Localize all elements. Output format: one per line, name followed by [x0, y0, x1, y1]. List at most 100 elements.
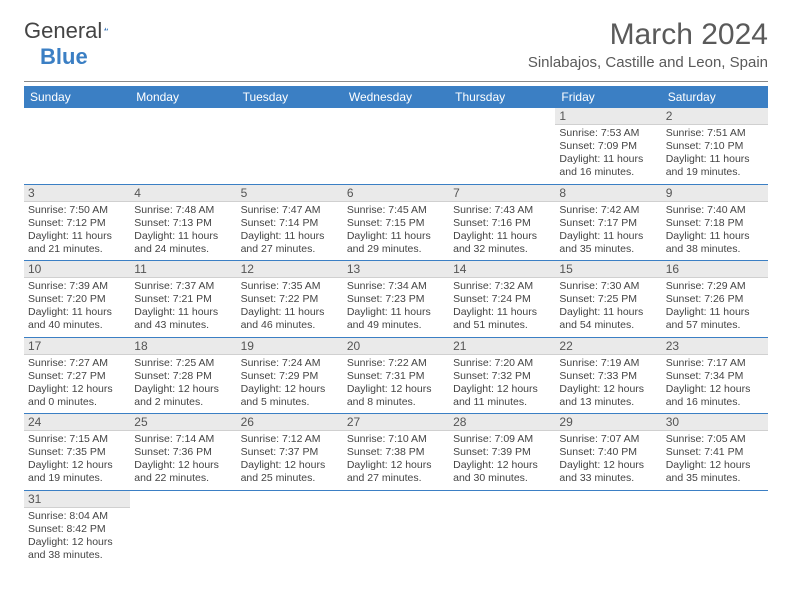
daylight-text: Daylight: 12 hours	[28, 383, 126, 396]
day-number: 13	[343, 261, 449, 278]
sunset-text: Sunset: 7:33 PM	[559, 370, 657, 383]
calendar-day-cell: 27Sunrise: 7:10 AMSunset: 7:38 PMDayligh…	[343, 414, 449, 491]
sunrise-text: Sunrise: 7:37 AM	[134, 280, 232, 293]
calendar-week-row: 10Sunrise: 7:39 AMSunset: 7:20 PMDayligh…	[24, 261, 768, 338]
day-details: Sunrise: 7:53 AMSunset: 7:09 PMDaylight:…	[555, 125, 661, 184]
day-details: Sunrise: 7:05 AMSunset: 7:41 PMDaylight:…	[662, 431, 768, 490]
calendar-week-row: 3Sunrise: 7:50 AMSunset: 7:12 PMDaylight…	[24, 184, 768, 261]
sunset-text: Sunset: 7:41 PM	[666, 446, 764, 459]
day-number: 22	[555, 338, 661, 355]
day-number: 8	[555, 185, 661, 202]
calendar-day-cell: 15Sunrise: 7:30 AMSunset: 7:25 PMDayligh…	[555, 261, 661, 338]
daylight-text: Daylight: 11 hours	[666, 306, 764, 319]
calendar-table: SundayMondayTuesdayWednesdayThursdayFrid…	[24, 86, 768, 566]
sunrise-text: Sunrise: 7:32 AM	[453, 280, 551, 293]
day-number: 31	[24, 491, 130, 508]
daylight-text: Daylight: 11 hours	[559, 230, 657, 243]
day-number: 10	[24, 261, 130, 278]
daylight-text: Daylight: 12 hours	[347, 383, 445, 396]
sunrise-text: Sunrise: 7:07 AM	[559, 433, 657, 446]
sunrise-text: Sunrise: 7:10 AM	[347, 433, 445, 446]
calendar-day-cell: 11Sunrise: 7:37 AMSunset: 7:21 PMDayligh…	[130, 261, 236, 338]
daylight-text: Daylight: 11 hours	[134, 306, 232, 319]
calendar-day-cell: 22Sunrise: 7:19 AMSunset: 7:33 PMDayligh…	[555, 337, 661, 414]
day-number: 25	[130, 414, 236, 431]
calendar-day-cell: 26Sunrise: 7:12 AMSunset: 7:37 PMDayligh…	[237, 414, 343, 491]
calendar-day-cell: 12Sunrise: 7:35 AMSunset: 7:22 PMDayligh…	[237, 261, 343, 338]
daylight-text: Daylight: 12 hours	[559, 383, 657, 396]
calendar-day-cell: 21Sunrise: 7:20 AMSunset: 7:32 PMDayligh…	[449, 337, 555, 414]
sunset-text: Sunset: 7:25 PM	[559, 293, 657, 306]
day-number: 14	[449, 261, 555, 278]
sunrise-text: Sunrise: 7:12 AM	[241, 433, 339, 446]
sunset-text: Sunset: 7:14 PM	[241, 217, 339, 230]
day-details: Sunrise: 7:19 AMSunset: 7:33 PMDaylight:…	[555, 355, 661, 414]
daylight-text: and 27 minutes.	[347, 472, 445, 485]
sunset-text: Sunset: 7:23 PM	[347, 293, 445, 306]
daylight-text: Daylight: 11 hours	[666, 230, 764, 243]
calendar-empty-cell	[130, 108, 236, 184]
day-details: Sunrise: 7:32 AMSunset: 7:24 PMDaylight:…	[449, 278, 555, 337]
daylight-text: and 19 minutes.	[28, 472, 126, 485]
day-details: Sunrise: 7:20 AMSunset: 7:32 PMDaylight:…	[449, 355, 555, 414]
daylight-text: Daylight: 11 hours	[453, 306, 551, 319]
header: General March 2024 Sinlabajos, Castille …	[0, 0, 792, 75]
sunrise-text: Sunrise: 7:47 AM	[241, 204, 339, 217]
daylight-text: and 32 minutes.	[453, 243, 551, 256]
daylight-text: and 51 minutes.	[453, 319, 551, 332]
day-details: Sunrise: 7:40 AMSunset: 7:18 PMDaylight:…	[662, 202, 768, 261]
sunrise-text: Sunrise: 7:53 AM	[559, 127, 657, 140]
daylight-text: and 13 minutes.	[559, 396, 657, 409]
day-number: 20	[343, 338, 449, 355]
calendar-day-cell: 16Sunrise: 7:29 AMSunset: 7:26 PMDayligh…	[662, 261, 768, 338]
calendar-day-cell: 28Sunrise: 7:09 AMSunset: 7:39 PMDayligh…	[449, 414, 555, 491]
daylight-text: Daylight: 11 hours	[241, 306, 339, 319]
day-details: Sunrise: 7:30 AMSunset: 7:25 PMDaylight:…	[555, 278, 661, 337]
daylight-text: and 5 minutes.	[241, 396, 339, 409]
daylight-text: Daylight: 12 hours	[241, 383, 339, 396]
sunset-text: Sunset: 7:10 PM	[666, 140, 764, 153]
sunrise-text: Sunrise: 7:48 AM	[134, 204, 232, 217]
weekday-header: Monday	[130, 86, 236, 108]
daylight-text: and 38 minutes.	[666, 243, 764, 256]
sunrise-text: Sunrise: 7:19 AM	[559, 357, 657, 370]
calendar-empty-cell	[237, 490, 343, 566]
sunset-text: Sunset: 7:09 PM	[559, 140, 657, 153]
day-details: Sunrise: 7:07 AMSunset: 7:40 PMDaylight:…	[555, 431, 661, 490]
daylight-text: Daylight: 12 hours	[347, 459, 445, 472]
sunrise-text: Sunrise: 7:30 AM	[559, 280, 657, 293]
month-title: March 2024	[528, 18, 768, 52]
calendar-empty-cell	[449, 490, 555, 566]
daylight-text: and 21 minutes.	[28, 243, 126, 256]
calendar-empty-cell	[449, 108, 555, 184]
daylight-text: Daylight: 11 hours	[453, 230, 551, 243]
day-details: Sunrise: 7:17 AMSunset: 7:34 PMDaylight:…	[662, 355, 768, 414]
sunset-text: Sunset: 7:36 PM	[134, 446, 232, 459]
calendar-day-cell: 25Sunrise: 7:14 AMSunset: 7:36 PMDayligh…	[130, 414, 236, 491]
sunset-text: Sunset: 7:37 PM	[241, 446, 339, 459]
calendar-empty-cell	[343, 490, 449, 566]
day-details: Sunrise: 7:50 AMSunset: 7:12 PMDaylight:…	[24, 202, 130, 261]
sunset-text: Sunset: 8:42 PM	[28, 523, 126, 536]
day-number: 26	[237, 414, 343, 431]
day-number: 6	[343, 185, 449, 202]
daylight-text: Daylight: 11 hours	[559, 153, 657, 166]
calendar-empty-cell	[130, 490, 236, 566]
sunset-text: Sunset: 7:16 PM	[453, 217, 551, 230]
day-details: Sunrise: 7:15 AMSunset: 7:35 PMDaylight:…	[24, 431, 130, 490]
day-number: 17	[24, 338, 130, 355]
day-number: 28	[449, 414, 555, 431]
sunset-text: Sunset: 7:28 PM	[134, 370, 232, 383]
day-details: Sunrise: 7:25 AMSunset: 7:28 PMDaylight:…	[130, 355, 236, 414]
sunrise-text: Sunrise: 7:27 AM	[28, 357, 126, 370]
day-details: Sunrise: 7:29 AMSunset: 7:26 PMDaylight:…	[662, 278, 768, 337]
calendar-day-cell: 9Sunrise: 7:40 AMSunset: 7:18 PMDaylight…	[662, 184, 768, 261]
daylight-text: Daylight: 11 hours	[666, 153, 764, 166]
daylight-text: and 25 minutes.	[241, 472, 339, 485]
sunset-text: Sunset: 7:12 PM	[28, 217, 126, 230]
daylight-text: and 54 minutes.	[559, 319, 657, 332]
day-number: 12	[237, 261, 343, 278]
daylight-text: Daylight: 12 hours	[559, 459, 657, 472]
daylight-text: and 46 minutes.	[241, 319, 339, 332]
daylight-text: Daylight: 12 hours	[134, 459, 232, 472]
